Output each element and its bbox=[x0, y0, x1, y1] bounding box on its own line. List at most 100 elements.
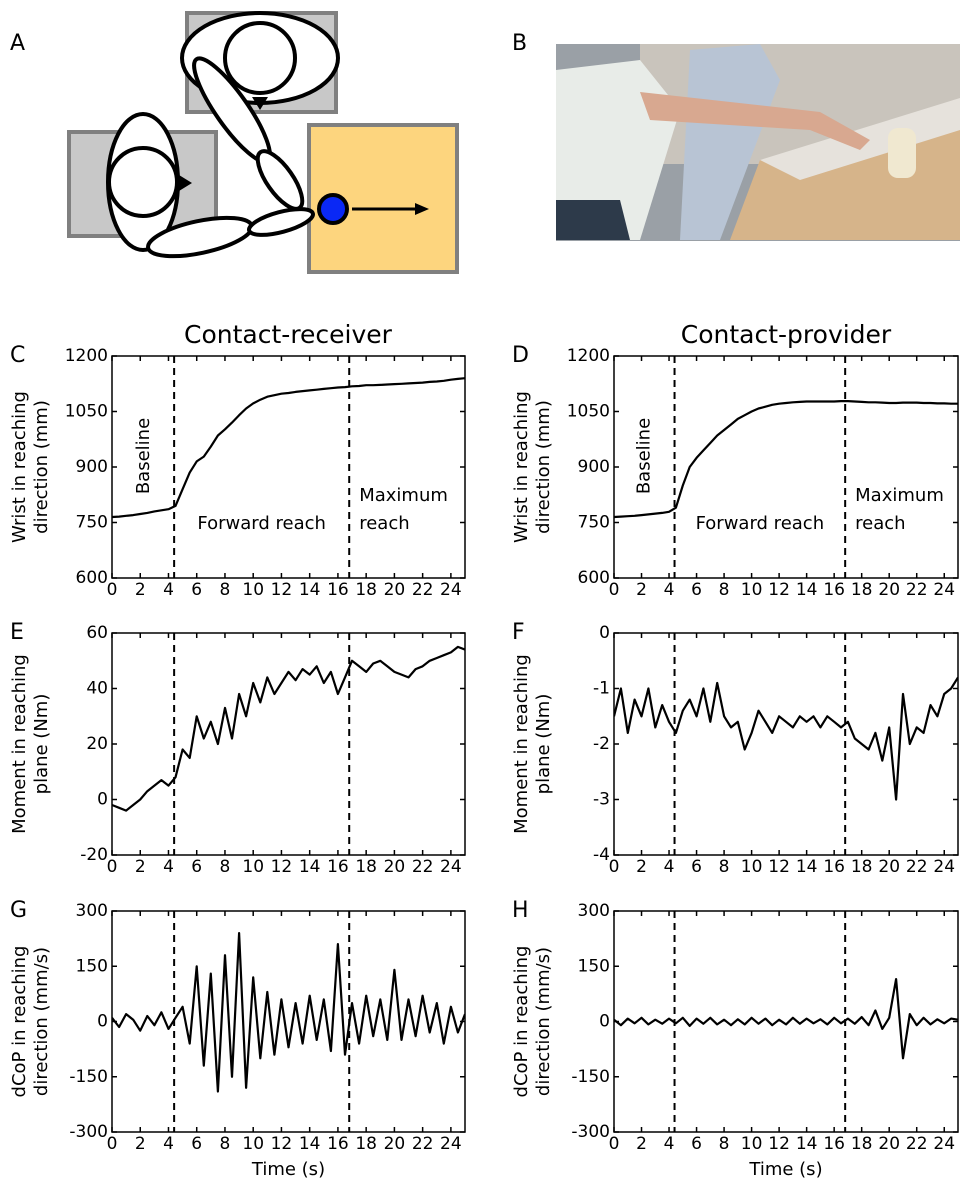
x-tick-label: 24 bbox=[933, 580, 955, 600]
chart: H0 2 4 6 8 10 12 14 16 18 20 22 24-300-1500150300dCo… bbox=[511, 898, 959, 1180]
plot-area bbox=[112, 932, 465, 1093]
y-tick-label: 1200 bbox=[65, 346, 108, 366]
y-tick-label: 750 bbox=[578, 513, 610, 533]
x-tick-label: 4 bbox=[163, 857, 174, 877]
photo-person bbox=[680, 44, 780, 240]
x-tick-label: 20 bbox=[384, 580, 406, 600]
y-tick-label: 300 bbox=[578, 901, 610, 921]
x-tick-label: 4 bbox=[664, 580, 675, 600]
y-tick-label: 1050 bbox=[65, 402, 108, 422]
plot-area bbox=[112, 377, 465, 519]
panel-label: H bbox=[512, 898, 529, 923]
x-tick-label: 14 bbox=[796, 857, 818, 877]
x-tick-label: 12 bbox=[271, 580, 293, 600]
plot-area bbox=[614, 978, 958, 1060]
y-tick-label: 600 bbox=[76, 568, 108, 588]
head bbox=[107, 146, 179, 218]
x-tick-label: 14 bbox=[299, 580, 321, 600]
data-line bbox=[112, 377, 465, 519]
y-tick-label: 900 bbox=[578, 457, 610, 477]
x-tick-label: 8 bbox=[220, 857, 231, 877]
y-tick-label: 0 bbox=[97, 1012, 108, 1032]
panel-label: G bbox=[10, 898, 27, 923]
x-tick-label: 4 bbox=[664, 857, 675, 877]
hand bbox=[317, 193, 349, 225]
y-axis-label: direction (mm/s) bbox=[31, 947, 52, 1096]
arm bbox=[247, 207, 315, 237]
y-axis-label: direction (mm) bbox=[533, 400, 554, 534]
x-tick-label: 24 bbox=[440, 580, 462, 600]
x-tick-label: 18 bbox=[355, 1134, 377, 1154]
x-tick-label: 6 bbox=[191, 1134, 202, 1154]
x-tick-label: 20 bbox=[878, 1134, 900, 1154]
x-tick-label: 18 bbox=[355, 580, 377, 600]
x-tick-label: 10 bbox=[741, 857, 763, 877]
y-axis-label: plane (Nm) bbox=[31, 694, 52, 795]
x-tick-label: 20 bbox=[384, 1134, 406, 1154]
x-tick-label: 10 bbox=[242, 1134, 264, 1154]
x-tick-label: 2 bbox=[135, 857, 146, 877]
y-tick-label: -300 bbox=[69, 1122, 108, 1142]
y-tick-label: -1 bbox=[593, 679, 610, 699]
x-tick-label: 16 bbox=[823, 857, 845, 877]
data-line bbox=[614, 676, 958, 801]
column-title: Contact-receiver bbox=[184, 320, 393, 349]
annotation: Maximum bbox=[855, 485, 944, 506]
annotation: reach bbox=[359, 513, 409, 534]
y-axis-label: plane (Nm) bbox=[533, 694, 554, 795]
x-tick-label: 22 bbox=[412, 1134, 434, 1154]
x-tick-label: 22 bbox=[412, 580, 434, 600]
data-line bbox=[112, 932, 465, 1093]
y-tick-label: 20 bbox=[86, 734, 108, 754]
x-tick-label: 8 bbox=[719, 580, 730, 600]
x-tick-label: 8 bbox=[220, 580, 231, 600]
y-tick-label: -3 bbox=[593, 790, 610, 810]
plot-area bbox=[112, 645, 465, 812]
y-axis-label: dCoP in reaching bbox=[9, 946, 30, 1098]
x-tick-label: 4 bbox=[163, 1134, 174, 1154]
y-axis-label: direction (mm) bbox=[31, 400, 52, 534]
plot-area bbox=[614, 676, 958, 801]
x-tick-label: 10 bbox=[741, 1134, 763, 1154]
chart: D0 2 4 6 8 10 12 14 16 18 20 22 2460075090010501200W… bbox=[511, 343, 959, 600]
x-tick-label: 6 bbox=[691, 857, 702, 877]
data-line bbox=[614, 978, 958, 1060]
y-tick-label: 0 bbox=[599, 1012, 610, 1032]
x-tick-label: 10 bbox=[741, 580, 763, 600]
plot-area bbox=[614, 400, 958, 519]
x-tick-label: 16 bbox=[327, 857, 349, 877]
plot-frame bbox=[613, 355, 959, 579]
x-tick-label: 24 bbox=[440, 1134, 462, 1154]
x-tick-label: 14 bbox=[796, 1134, 818, 1154]
y-axis-label: Wrist in reaching bbox=[511, 391, 532, 543]
y-tick-label: 1050 bbox=[567, 402, 610, 422]
y-tick-label: 1200 bbox=[567, 346, 610, 366]
x-tick-label: 18 bbox=[851, 1134, 873, 1154]
y-tick-label: -4 bbox=[593, 845, 610, 865]
x-tick-label: 22 bbox=[906, 1134, 928, 1154]
x-tick-label: 0 bbox=[107, 857, 118, 877]
panel-label: D bbox=[512, 343, 529, 368]
y-tick-label: 600 bbox=[578, 568, 610, 588]
x-axis-label: Time (s) bbox=[748, 1159, 822, 1180]
x-tick-label: 8 bbox=[220, 1134, 231, 1154]
plot-frame bbox=[111, 632, 466, 856]
x-tick-label: 20 bbox=[878, 857, 900, 877]
x-tick-label: 2 bbox=[135, 1134, 146, 1154]
x-tick-label: 12 bbox=[768, 580, 790, 600]
annotation: Forward reach bbox=[696, 513, 825, 534]
y-axis-label: Wrist in reaching bbox=[9, 391, 30, 543]
x-tick-label: 24 bbox=[933, 1134, 955, 1154]
x-tick-label: 16 bbox=[327, 580, 349, 600]
x-tick-label: 0 bbox=[609, 580, 620, 600]
y-tick-label: 150 bbox=[76, 956, 108, 976]
x-tick-label: 0 bbox=[107, 1134, 118, 1154]
x-tick-label: 2 bbox=[135, 580, 146, 600]
x-tick-label: 24 bbox=[933, 857, 955, 877]
y-axis-label: Moment in reaching bbox=[511, 654, 532, 834]
x-axis-label: Time (s) bbox=[251, 1159, 325, 1180]
y-axis-label: direction (mm/s) bbox=[533, 947, 554, 1096]
x-tick-label: 8 bbox=[719, 1134, 730, 1154]
x-tick-label: 2 bbox=[636, 1134, 647, 1154]
